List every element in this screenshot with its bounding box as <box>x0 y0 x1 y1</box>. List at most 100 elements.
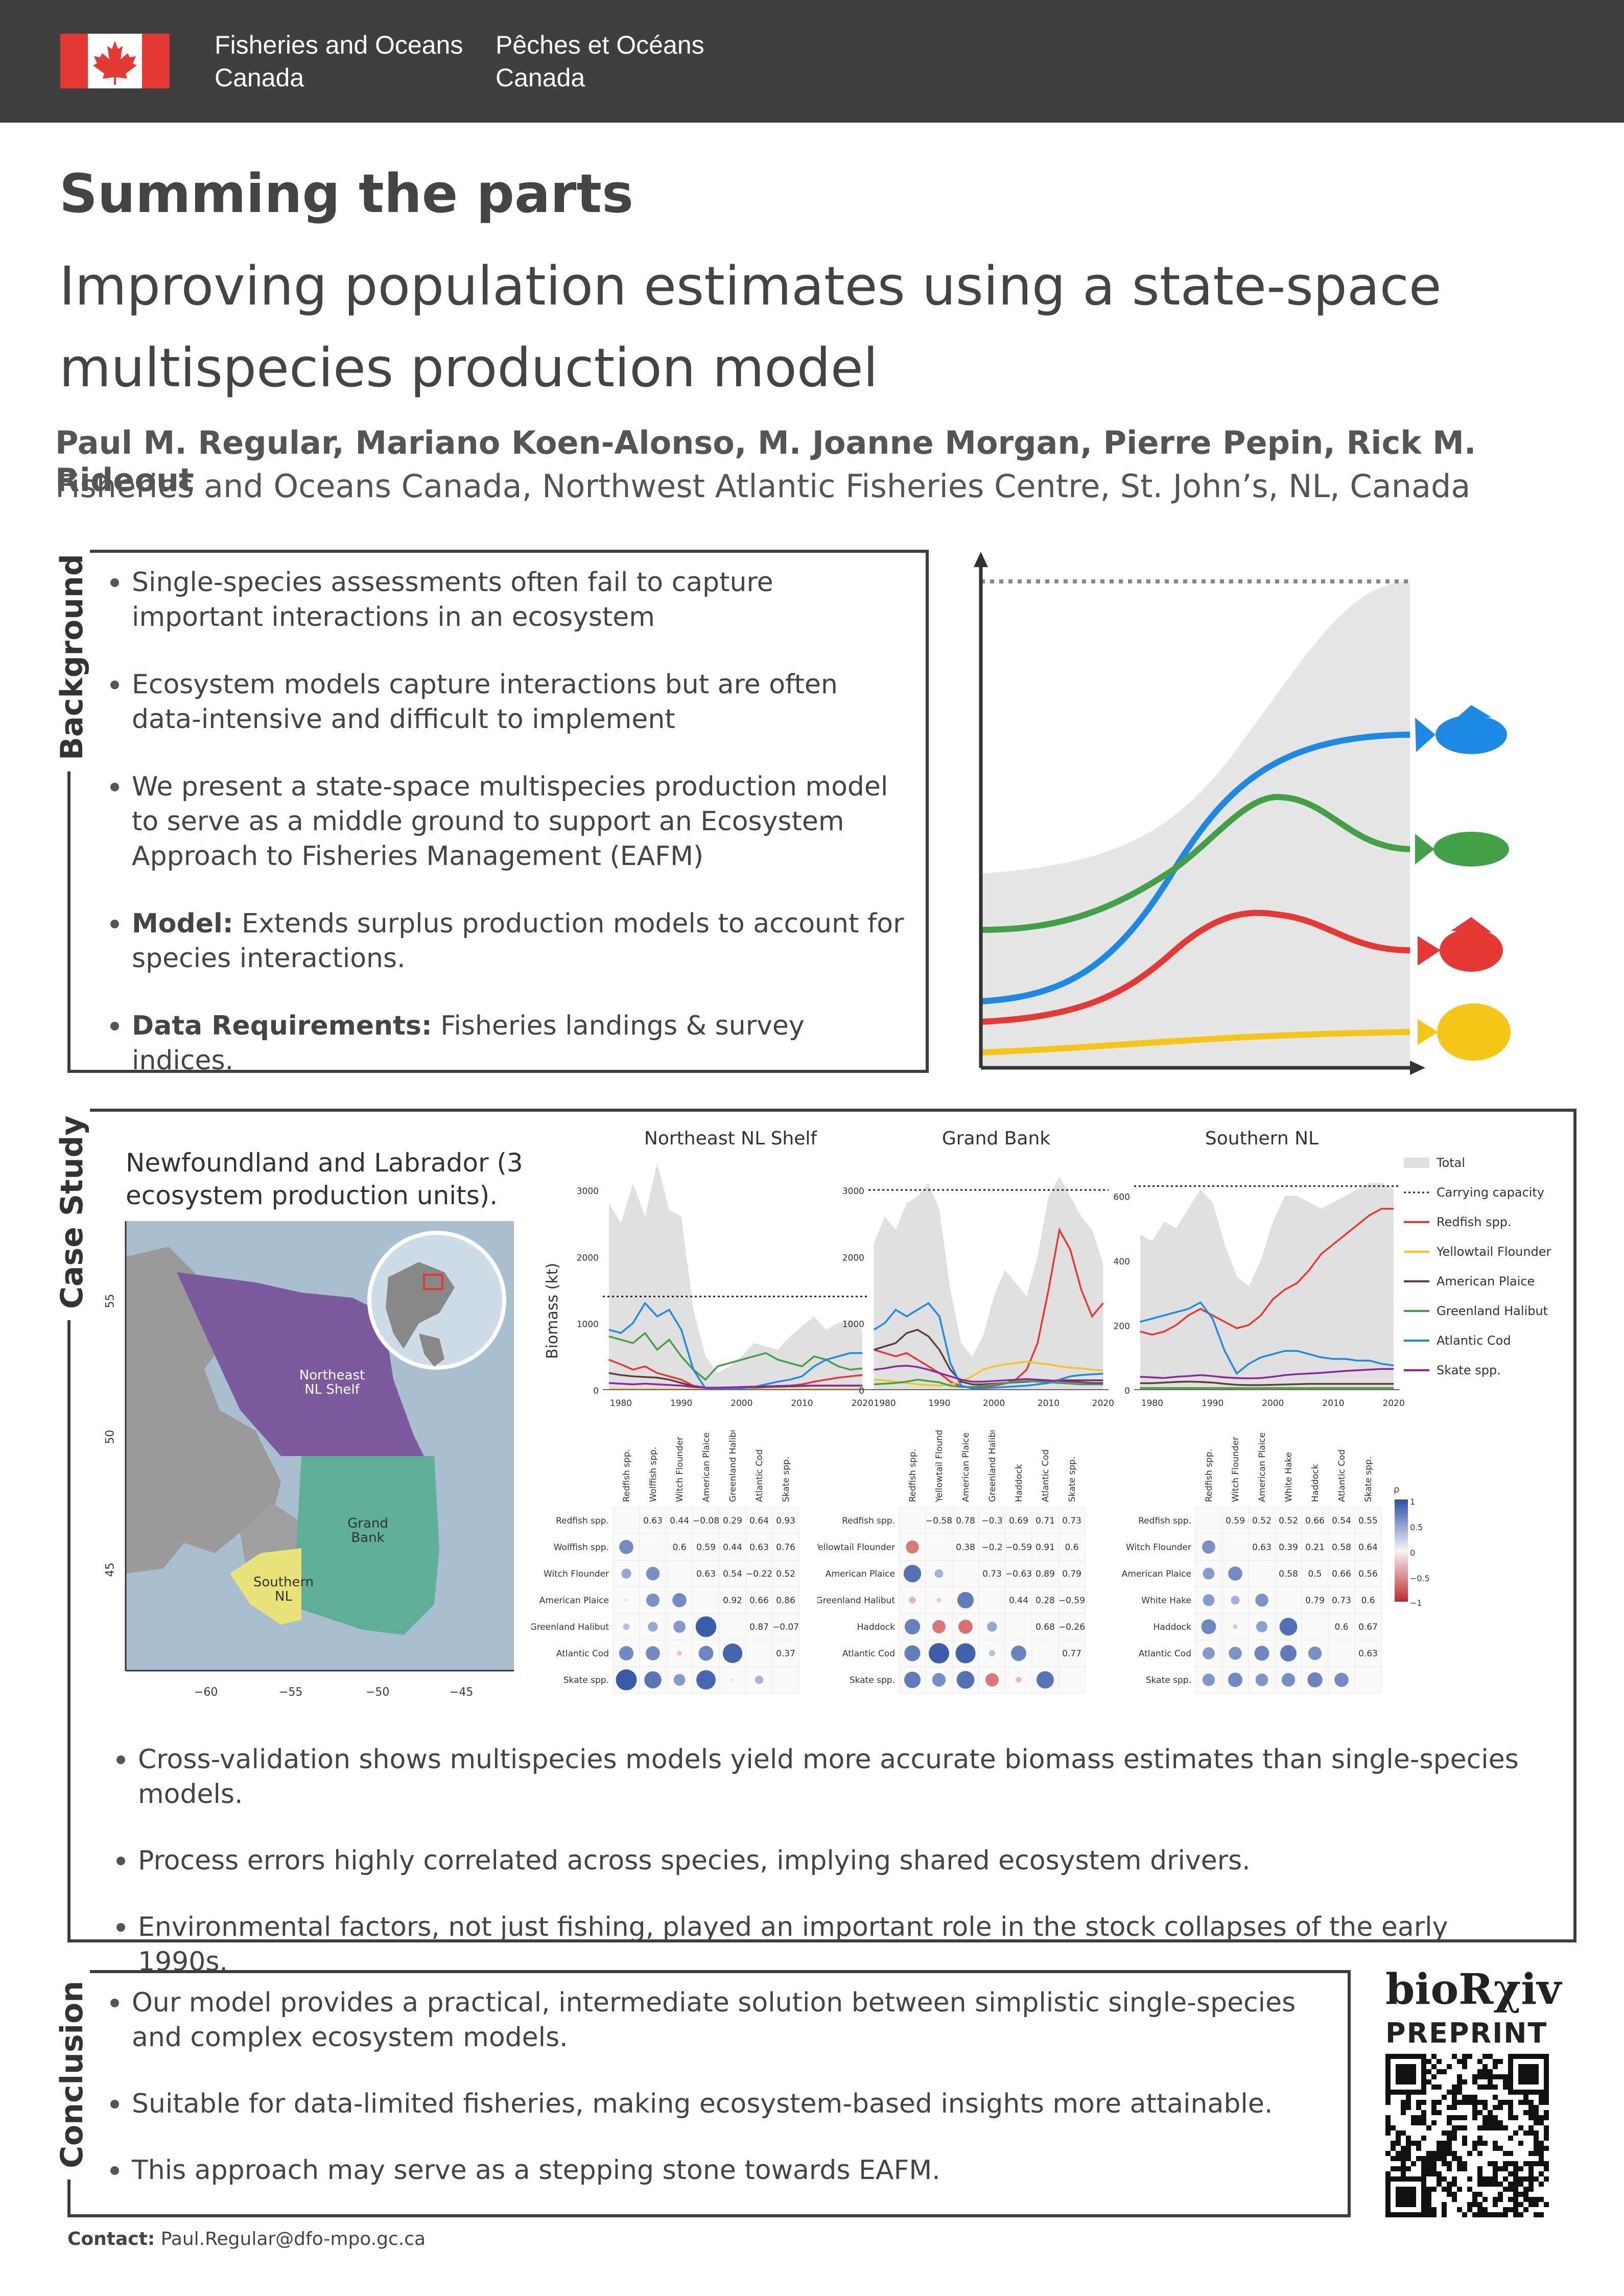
background-bullet-3: We present a state-space multispecies pr… <box>107 769 904 874</box>
correlation-circle <box>1201 1619 1216 1634</box>
colorbar-tick: −1 <box>1410 1598 1422 1608</box>
correlation-value: 0.58 <box>1279 1569 1298 1579</box>
correlation-circle <box>904 1619 921 1635</box>
colorbar-tick: 0.5 <box>1410 1522 1423 1532</box>
map-caption: Newfoundland and Labrador (3 ecosystem p… <box>126 1148 523 1210</box>
total-biomass-area <box>874 1177 1103 1390</box>
correlation-circle <box>1203 1647 1215 1659</box>
y-tick-label: 3000 <box>577 1186 599 1197</box>
series-line-yellowtail-flounder <box>874 1361 1103 1387</box>
matrix-row-label: Haddock <box>1154 1622 1192 1632</box>
correlation-value: 0.66 <box>749 1596 769 1606</box>
correlation-circle <box>932 1620 946 1633</box>
correlation-circle <box>958 1620 973 1634</box>
correlation-circle <box>1229 1647 1242 1660</box>
colorbar-title: ρ <box>1394 1484 1400 1495</box>
matrix-col-label: White Hake <box>1284 1452 1294 1502</box>
correlation-circle <box>906 1540 919 1554</box>
government-header-bar: Fisheries and Oceans Canada Pêches et Océ… <box>0 0 1624 123</box>
y-tick-label: 200 <box>1114 1322 1130 1332</box>
matrix-row-label: Greenland Halibut <box>817 1596 895 1606</box>
correlation-circle <box>988 1650 996 1657</box>
x-tick-label: 2000 <box>983 1398 1005 1409</box>
correlation-circle <box>646 1566 660 1581</box>
case-study-section-label: Case Study <box>54 1104 90 1320</box>
correlation-value: 0.64 <box>749 1516 769 1526</box>
correlation-value: 0.44 <box>1009 1596 1028 1606</box>
correlation-circle <box>698 1646 714 1661</box>
correlation-circle <box>903 1564 922 1583</box>
qr-code[interactable] <box>1385 2054 1549 2217</box>
contact-email[interactable]: Paul.Regular@dfo-mpo.gc.ca <box>160 2229 426 2250</box>
biomass-chart-northeast: 0 1000 2000 3000 1980 1990 2000 2010 2020 <box>577 1163 874 1409</box>
correlation-value: 0.67 <box>1358 1622 1378 1632</box>
legend-label: American Plaice <box>1437 1274 1535 1288</box>
contact-line: Contact: Paul.Regular@dfo-mpo.gc.ca <box>67 2229 426 2250</box>
globe-north-america <box>386 1262 455 1349</box>
correlation-value: 0.92 <box>723 1596 742 1606</box>
total-biomass-envelope <box>981 581 1410 1068</box>
correlation-value: 0.58 <box>1332 1542 1351 1553</box>
correlation-circle <box>695 1616 717 1637</box>
correlation-value: 0.86 <box>776 1596 795 1606</box>
x-tick-label: 1980 <box>610 1398 632 1409</box>
correlation-circle <box>1280 1645 1297 1662</box>
matrix-row-label: Skate spp. <box>563 1675 609 1685</box>
y-tick-label: 3000 <box>842 1186 864 1197</box>
correlation-circle <box>1231 1596 1240 1605</box>
correlation-value: 0.63 <box>1358 1649 1378 1659</box>
correlation-circle <box>722 1643 743 1664</box>
correlation-value: 0.54 <box>723 1569 742 1579</box>
matrix-row-label: American Plaice <box>1122 1569 1191 1579</box>
correlation-circle <box>1203 1594 1215 1606</box>
conclusion-bullet-3: This approach may serve as a stepping st… <box>107 2153 1323 2188</box>
series-line-atlantic-cod <box>873 1302 1103 1390</box>
matrix-row-label: Yellowtail Flounder <box>817 1542 895 1553</box>
correlation-circle <box>1011 1646 1026 1661</box>
matrix-row-label: Witch Flounder <box>544 1569 609 1579</box>
matrix-col-label: American Plaice <box>961 1433 971 1502</box>
correlation-value: 0.5 <box>1308 1569 1322 1579</box>
biomass-chart-southern: 0 200 400 600 1980 1990 2000 2010 2020 <box>1114 1183 1405 1409</box>
matrix-col-label: Witch Flounder <box>1231 1437 1241 1502</box>
conceptual-population-diagram <box>974 552 1511 1075</box>
correlation-value: 0.63 <box>1252 1542 1272 1553</box>
x-tick-label: 1990 <box>1202 1398 1223 1409</box>
affiliation: Fisheries and Oceans Canada, Northwest A… <box>55 467 1471 505</box>
southern-nl-region <box>230 1548 301 1625</box>
grand-bank-region <box>296 1456 439 1635</box>
biorxiv-logo: bioRχiv <box>1385 1965 1562 2014</box>
x-tick-label: 2020 <box>1383 1398 1405 1409</box>
legend-label: Greenland Halibut <box>1437 1304 1548 1318</box>
author-list: Paul M. Regular, Mariano Koen-Alonso, M.… <box>55 424 1476 499</box>
canada-flag-icon <box>60 34 170 88</box>
correlation-value: −0.26 <box>1058 1622 1085 1632</box>
correlation-value: 0.6 <box>672 1542 686 1553</box>
matrix-row-label: American Plaice <box>826 1569 895 1579</box>
x-tick-label: 2020 <box>1092 1398 1114 1409</box>
correlation-circle <box>936 1598 942 1603</box>
legend-label: Yellowtail Flounder <box>1436 1245 1551 1259</box>
case-study-bullets: Cross-validation shows multispecies mode… <box>113 1742 1544 1979</box>
chart-title-northeast: Northeast NL Shelf <box>644 1128 817 1149</box>
chart-title-southern: Southern NL <box>1205 1128 1319 1149</box>
background-section <box>67 550 929 1073</box>
correlation-value: 0.87 <box>749 1622 769 1632</box>
correlation-value: 0.63 <box>643 1516 663 1526</box>
matrix-row-label: Witch Flounder <box>1126 1542 1191 1553</box>
y-tick-label: 600 <box>1114 1192 1130 1203</box>
correlation-value: 0.55 <box>1358 1516 1378 1526</box>
map-lon-tick: −50 <box>366 1686 390 1699</box>
legend-label: Skate spp. <box>1437 1363 1501 1377</box>
correlation-circle <box>928 1643 950 1664</box>
correlation-circle <box>955 1643 976 1664</box>
x-tick-label: 2010 <box>1038 1398 1060 1409</box>
matrix-row-label: Haddock <box>857 1622 896 1632</box>
correlation-circle <box>1255 1594 1268 1607</box>
poster-title: Summing the parts <box>59 162 634 225</box>
matrix-col-label: Atlantic Cod <box>1041 1449 1051 1502</box>
matrix-col-label: Wolffish spp. <box>648 1447 658 1502</box>
correlation-circle <box>696 1670 716 1690</box>
map-lat-tick: 50 <box>104 1430 117 1444</box>
matrix-row-label: Redfish spp. <box>842 1516 895 1526</box>
